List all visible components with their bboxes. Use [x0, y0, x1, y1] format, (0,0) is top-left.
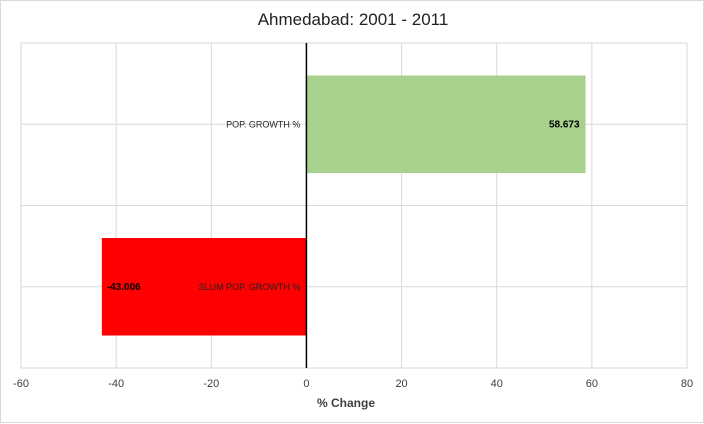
data-labels: 58.673 -43.006 [107, 119, 580, 293]
x-tick-label: 20 [395, 378, 407, 390]
x-tick-label: 80 [681, 378, 693, 390]
x-tick-label: -40 [108, 378, 124, 390]
bars [101, 75, 586, 336]
bar [101, 238, 307, 336]
x-tick-label: 60 [586, 378, 598, 390]
x-axis-title: % Change [317, 396, 375, 410]
category-label: POP. GROWTH % [226, 119, 300, 129]
x-tick-label: -60 [13, 378, 29, 390]
data-label: -43.006 [107, 282, 141, 293]
data-label: 58.673 [549, 119, 580, 130]
category-label: SLUM POP. GROWTH % [199, 282, 301, 292]
category-labels: POP. GROWTH % SLUM POP. GROWTH % [199, 119, 301, 292]
x-tick-label: 0 [303, 378, 309, 390]
bar [306, 75, 586, 173]
chart-title: Ahmedabad: 2001 - 2011 [258, 10, 449, 29]
x-tick-labels: -60 -40 -20 0 20 40 60 80 [13, 378, 693, 390]
x-tick-label: 40 [491, 378, 503, 390]
x-tick-label: -20 [203, 378, 219, 390]
